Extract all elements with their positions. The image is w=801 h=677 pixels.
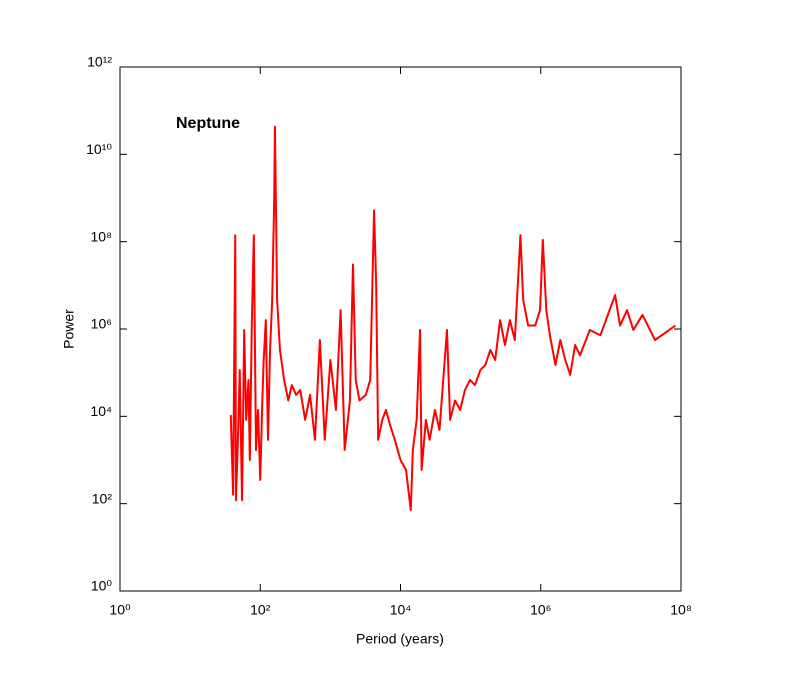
x-axis-label: Period (years) xyxy=(356,631,444,647)
y-tick-label: 10⁴ xyxy=(90,403,112,419)
y-tick-label: 10² xyxy=(92,490,113,506)
x-tick-label: 10² xyxy=(250,602,271,618)
y-axis-label: Power xyxy=(61,309,77,349)
y-tick-label: 10¹² xyxy=(87,54,112,70)
y-tick-label: 10⁰ xyxy=(91,578,113,594)
x-tick-label: 10⁴ xyxy=(390,602,412,618)
y-tick-label: 10⁶ xyxy=(91,316,112,332)
data-line xyxy=(229,125,676,512)
y-tick-label: 10⁸ xyxy=(91,228,113,244)
x-tick-label: 10⁰ xyxy=(109,602,131,618)
annotation: Neptune xyxy=(176,115,240,132)
x-tick-label: 10⁸ xyxy=(670,602,692,618)
x-tick-label: 10⁶ xyxy=(530,602,551,618)
y-tick-label: 10¹⁰ xyxy=(86,141,112,157)
